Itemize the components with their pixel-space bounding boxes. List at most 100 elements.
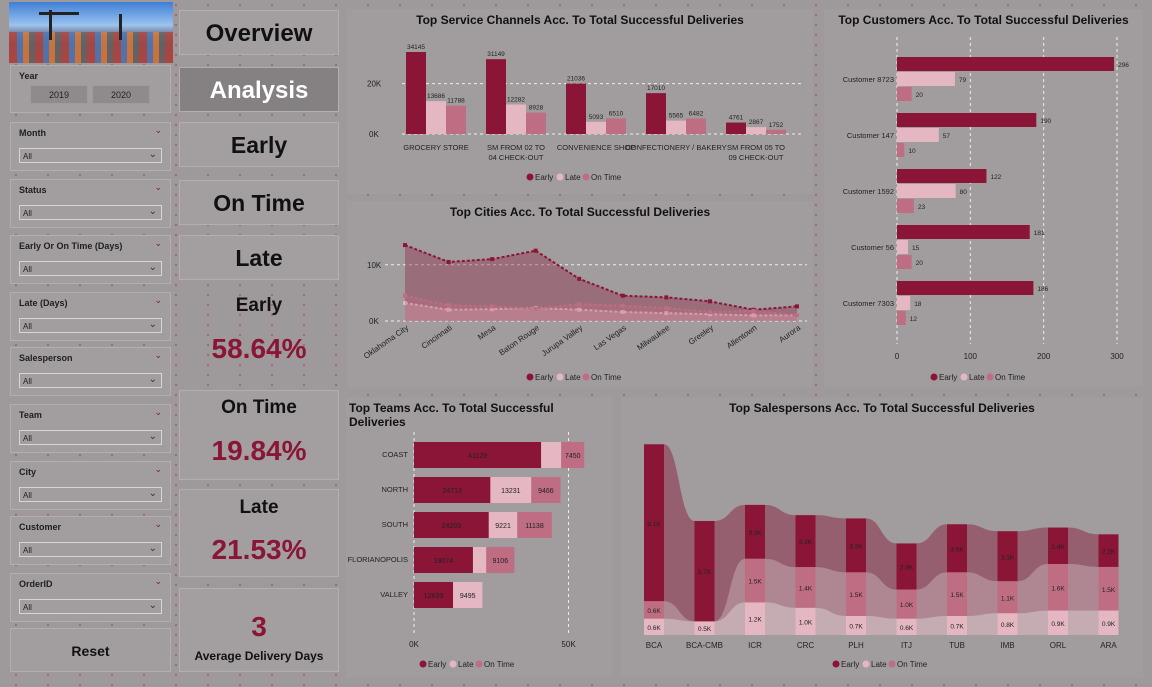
column-value-label: 0.9K bbox=[1051, 621, 1065, 628]
bar-late bbox=[453, 582, 483, 608]
bar-value-label: 10 bbox=[908, 148, 916, 155]
ribbon-l bbox=[815, 607, 846, 635]
column-segment-on-time bbox=[795, 567, 816, 608]
salespersons-chart: 8.1K 0.6K 0.6K BCA 5.7K 0.5K BCA-CMB 3.3K 1.5K 1.… bbox=[644, 444, 1119, 669]
ribbon-e bbox=[765, 504, 796, 568]
column-value-label: 1.5K bbox=[950, 592, 964, 599]
collapse-chevron-icon[interactable]: ⌄ bbox=[154, 464, 162, 474]
analysis-button[interactable]: Analysis bbox=[179, 67, 339, 112]
avg-delivery-days-card: 3 Average Delivery Days bbox=[179, 588, 339, 672]
x-tick-label: Milwaukee bbox=[635, 323, 672, 352]
bar-late bbox=[586, 121, 606, 134]
collapse-chevron-icon[interactable]: ⌄ bbox=[154, 295, 162, 305]
legend-label-0: Early bbox=[939, 373, 957, 382]
salesperson-dropdown[interactable]: All ⌄ bbox=[19, 373, 162, 388]
reset-button[interactable]: Reset bbox=[10, 628, 171, 672]
bar-value-label: 24203 bbox=[442, 523, 462, 530]
column-value-label: 1.4K bbox=[799, 586, 813, 593]
bar-value-label: 296 bbox=[1118, 62, 1129, 69]
column-value-label: 1.5K bbox=[849, 592, 863, 599]
status-dropdown[interactable]: All ⌄ bbox=[19, 205, 162, 220]
team-dropdown-value: All bbox=[23, 434, 32, 443]
city-dropdown[interactable]: All ⌄ bbox=[19, 487, 162, 502]
line-early bbox=[404, 244, 798, 311]
collapse-chevron-icon[interactable]: ⌄ bbox=[154, 576, 162, 586]
column-value-label: 0.9K bbox=[1102, 621, 1116, 628]
y-tick-label: VALLEY bbox=[380, 590, 408, 599]
collapse-chevron-icon[interactable]: ⌄ bbox=[154, 125, 162, 135]
bar-value-label: 6482 bbox=[689, 110, 704, 117]
bar-value-label: 6510 bbox=[609, 110, 624, 117]
on-time-button[interactable]: On Time bbox=[179, 180, 339, 225]
bar-early bbox=[646, 93, 666, 134]
bar-early bbox=[726, 122, 746, 134]
team-dropdown[interactable]: All ⌄ bbox=[19, 430, 162, 445]
salesperson-filter: Salesperson ⌄ All ⌄ bbox=[10, 347, 171, 396]
on-time-kpi-value: 19.84% bbox=[211, 435, 307, 466]
customer-dropdown[interactable]: All ⌄ bbox=[19, 542, 162, 557]
salespersons-panel: Top Salespersons Acc. To Total Successfu… bbox=[621, 397, 1143, 677]
column-segment-early bbox=[997, 531, 1018, 582]
month-dropdown-value: All bbox=[23, 152, 32, 161]
collapse-chevron-icon[interactable]: ⌄ bbox=[154, 182, 162, 192]
x-tick-label: PLH bbox=[848, 641, 864, 650]
bar-value-label: 9466 bbox=[538, 488, 554, 495]
avg-delivery-days-value: 3 bbox=[251, 611, 267, 642]
column-value-label: 2.4K bbox=[1051, 544, 1065, 551]
line-late bbox=[404, 302, 797, 317]
bar-early bbox=[414, 582, 454, 608]
bar-late bbox=[746, 127, 766, 134]
orderid-filter: OrderID ⌄ All ⌄ bbox=[10, 573, 171, 622]
late-days-dropdown[interactable]: All ⌄ bbox=[19, 318, 162, 333]
late-button[interactable]: Late bbox=[179, 235, 339, 280]
month-dropdown[interactable]: All ⌄ bbox=[19, 148, 162, 163]
y-tick-label: Customer 1592 bbox=[843, 187, 894, 196]
status-filter-label: Status bbox=[19, 185, 47, 195]
data-point bbox=[577, 276, 582, 281]
early-or-on-time-days-dropdown[interactable]: All ⌄ bbox=[19, 261, 162, 276]
x-tick-label: ITJ bbox=[901, 641, 912, 650]
salesperson-filter-label: Salesperson bbox=[19, 353, 73, 363]
year-2019-button[interactable]: 2019 bbox=[30, 85, 88, 104]
chevron-down-icon: ⌄ bbox=[148, 262, 157, 273]
y-tick-label: SOUTH bbox=[382, 520, 408, 529]
legend-marker-0 bbox=[526, 373, 534, 381]
bar-value-label: 122 bbox=[990, 174, 1001, 181]
data-point bbox=[751, 313, 756, 318]
column-segment-on-time bbox=[846, 572, 866, 617]
data-point bbox=[795, 304, 799, 309]
teams-panel: Top Teams Acc. To Total Successful Deliv… bbox=[346, 397, 612, 677]
ribbon-e bbox=[815, 515, 846, 573]
column-value-label: 1.0K bbox=[799, 619, 813, 626]
bar-value-label: 8928 bbox=[529, 105, 544, 112]
collapse-chevron-icon[interactable]: ⌄ bbox=[154, 519, 162, 529]
bar-value-label: 18 bbox=[914, 301, 922, 308]
overview-button[interactable]: Overview bbox=[179, 10, 339, 55]
avg-delivery-days-label: Average Delivery Days bbox=[194, 649, 324, 663]
logo-image bbox=[9, 2, 173, 63]
legend-label-0: Early bbox=[535, 373, 553, 382]
collapse-chevron-icon[interactable]: ⌄ bbox=[154, 350, 162, 360]
city-dropdown-value: All bbox=[23, 491, 32, 500]
year-2020-button[interactable]: 2020 bbox=[92, 85, 150, 104]
column-value-label: 2.2K bbox=[1102, 549, 1116, 556]
collapse-chevron-icon[interactable]: ⌄ bbox=[154, 238, 162, 248]
bar-value-label: 41129 bbox=[468, 453, 487, 460]
y-tick-label: 0K bbox=[369, 317, 379, 326]
team-filter-label: Team bbox=[19, 410, 42, 420]
legend-marker-0 bbox=[930, 373, 938, 381]
y-tick-label: 20K bbox=[367, 80, 382, 89]
teams-chart: 0K 50K COAST 41129 7450 NORTH 24713 13231 9466 SO… bbox=[348, 432, 585, 669]
column-segment-late bbox=[846, 616, 866, 635]
y-tick-label: 0K bbox=[369, 130, 379, 139]
early-button[interactable]: Early bbox=[179, 122, 339, 167]
ribbon-l bbox=[967, 613, 998, 635]
bar-late bbox=[488, 512, 518, 538]
bar-late bbox=[506, 104, 526, 134]
bar-value-label: 2867 bbox=[749, 119, 764, 126]
orderid-dropdown[interactable]: All ⌄ bbox=[19, 599, 162, 614]
column-segment-late bbox=[745, 602, 765, 635]
late-kpi-value: 21.53% bbox=[211, 534, 307, 565]
x-tick-label: 0 bbox=[895, 352, 900, 361]
collapse-chevron-icon[interactable]: ⌄ bbox=[154, 407, 162, 417]
